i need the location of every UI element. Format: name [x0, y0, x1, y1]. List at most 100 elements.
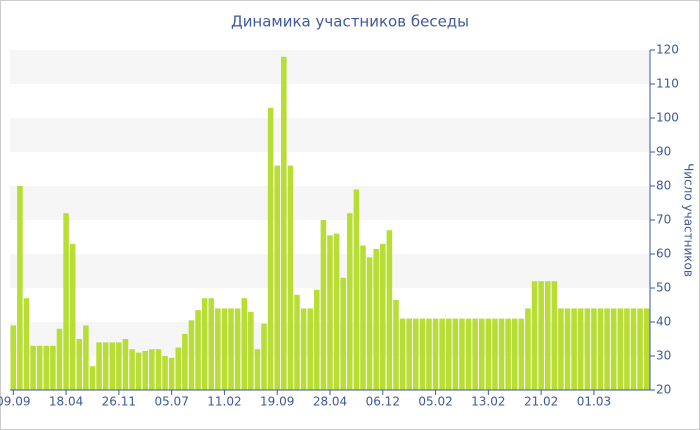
y-tick-label: 60 — [656, 247, 671, 261]
bar — [129, 349, 135, 390]
bar — [432, 318, 439, 390]
bar — [571, 308, 577, 390]
y-tick-label: 20 — [656, 383, 671, 397]
bar — [287, 165, 294, 390]
bar — [525, 308, 531, 390]
bar — [261, 323, 267, 390]
y-tick-label: 80 — [656, 179, 671, 193]
bar — [393, 299, 399, 390]
bar — [347, 213, 353, 390]
bar — [109, 342, 116, 390]
bar — [36, 345, 43, 390]
x-tick-label: 05.07 — [154, 395, 188, 409]
bar — [294, 294, 300, 390]
bar — [83, 325, 89, 390]
bar — [221, 308, 228, 390]
bar — [591, 308, 597, 390]
bar — [96, 342, 102, 390]
bar — [564, 308, 571, 390]
bar — [168, 357, 175, 390]
bar — [241, 298, 247, 390]
y-axis-label: Число участников — [682, 163, 696, 277]
bar — [511, 318, 518, 390]
bar — [426, 318, 432, 390]
y-tick-label: 50 — [656, 281, 671, 295]
bar — [208, 298, 215, 390]
bar — [215, 308, 221, 390]
bar — [340, 277, 346, 390]
y-tick-label: 110 — [656, 77, 679, 91]
x-tick-label: 21.02 — [524, 395, 558, 409]
y-tick-label: 30 — [656, 349, 671, 363]
bar — [459, 318, 465, 390]
x-tick-label: 13.02 — [471, 395, 505, 409]
bar — [380, 243, 386, 390]
bar — [360, 245, 366, 390]
bar — [577, 308, 584, 390]
bar — [558, 308, 564, 390]
bar — [248, 311, 254, 390]
bar — [538, 281, 544, 390]
bar — [201, 298, 208, 390]
bar — [50, 345, 56, 390]
bar — [188, 320, 195, 390]
chart-title: Динамика участников беседы — [231, 13, 469, 31]
bar — [195, 310, 201, 390]
bar — [142, 350, 149, 390]
bar — [439, 318, 445, 390]
bar — [610, 308, 617, 390]
x-tick-label: 19.09 — [260, 395, 294, 409]
bar — [56, 328, 63, 390]
bar — [162, 356, 168, 390]
bar — [63, 213, 69, 390]
bar — [478, 318, 485, 390]
bar — [604, 308, 610, 390]
bar — [498, 318, 505, 390]
bar — [366, 257, 373, 390]
bar — [386, 230, 393, 390]
bar — [327, 235, 333, 390]
y-tick-label: 70 — [656, 213, 671, 227]
x-tick-label: 18.04 — [49, 395, 83, 409]
bar — [254, 349, 261, 390]
x-tick-label: 11.02 — [207, 395, 241, 409]
bar — [116, 342, 122, 390]
x-tick-label: 01.03 — [577, 395, 611, 409]
bar — [23, 298, 30, 390]
x-tick-label: 28.04 — [313, 395, 347, 409]
bar — [175, 347, 182, 390]
bar — [267, 107, 274, 391]
bar — [228, 308, 234, 390]
bar — [465, 318, 472, 390]
bar — [102, 342, 109, 390]
bar — [281, 56, 287, 391]
bar — [445, 318, 452, 390]
bar — [155, 349, 162, 390]
bar — [472, 318, 478, 390]
bar — [643, 308, 650, 390]
y-tick-label: 90 — [656, 145, 671, 159]
x-tick-label: 26.11 — [102, 395, 136, 409]
bar — [551, 281, 558, 390]
bar — [234, 308, 241, 390]
bar — [531, 281, 538, 390]
bar — [505, 318, 511, 390]
bar — [135, 352, 142, 390]
bar — [89, 366, 96, 390]
bar — [43, 345, 50, 390]
bar — [518, 318, 525, 390]
grid-band — [10, 50, 650, 84]
bar — [307, 308, 313, 390]
bar — [452, 318, 459, 390]
bar — [300, 308, 307, 390]
bar — [617, 308, 624, 390]
bar — [314, 289, 320, 390]
y-tick-label: 100 — [656, 111, 679, 125]
bar — [30, 345, 36, 390]
bar — [274, 165, 280, 390]
bar — [419, 318, 426, 390]
bar — [69, 243, 76, 390]
grid-band — [10, 118, 650, 152]
bar — [544, 281, 551, 390]
